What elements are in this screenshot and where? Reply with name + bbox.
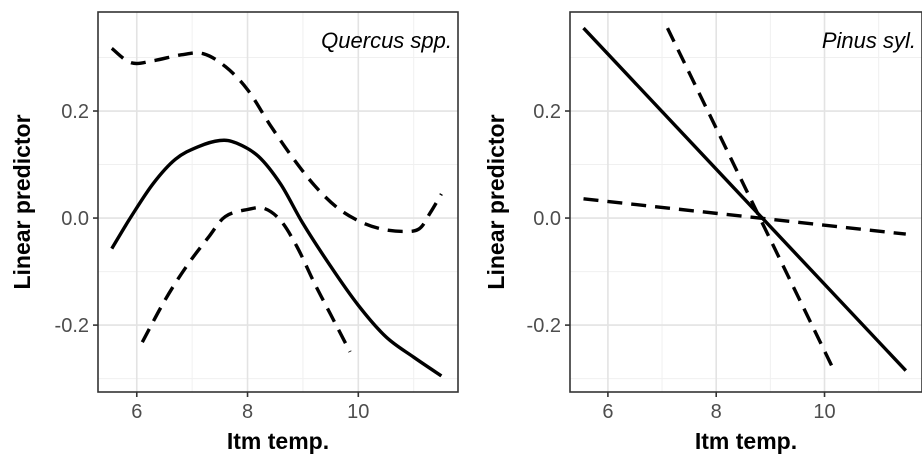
panel-border [569, 11, 922, 393]
dashed-band-line-2 [140, 205, 352, 353]
panel-border [97, 11, 459, 393]
x-tick-label: 6 [131, 401, 142, 423]
panel-label: Pinus syl. [822, 28, 916, 53]
y-tick-label: 0.2 [61, 101, 89, 123]
y-axis-title: Linear predictor [483, 114, 509, 289]
fitted-line [582, 26, 908, 372]
y-tick-label: 0.0 [61, 208, 89, 230]
x-tick-label: 8 [711, 401, 722, 423]
y-tick-label: 0.0 [533, 208, 561, 230]
y-tick-label: -0.2 [527, 315, 561, 337]
panel-label: Quercus spp. [321, 28, 452, 53]
x-tick-label: 10 [813, 401, 835, 423]
x-axis-title: Itm temp. [695, 428, 797, 454]
y-tick-label: -0.2 [55, 315, 89, 337]
dashed-band-line-1 [110, 47, 443, 234]
fitted-line [110, 138, 443, 378]
chart-panel-2: 6 8 10 -0.2 0.0 0.2 Itm temp. Linear predictor P… [483, 11, 922, 454]
x-tick-label: 6 [602, 401, 613, 423]
chart-panel-1: 6 8 10 -0.2 0.0 0.2 Itm temp. Linear predictor Q… [9, 11, 459, 454]
x-tick-label: 8 [242, 401, 253, 423]
x-axis-title: Itm temp. [227, 428, 329, 454]
dashed-band-line-2 [583, 197, 906, 236]
y-tick-label: 0.2 [533, 101, 561, 123]
y-axis-title: Linear predictor [9, 114, 35, 289]
x-tick-label: 10 [347, 401, 369, 423]
dashed-band-line-1 [665, 27, 837, 375]
